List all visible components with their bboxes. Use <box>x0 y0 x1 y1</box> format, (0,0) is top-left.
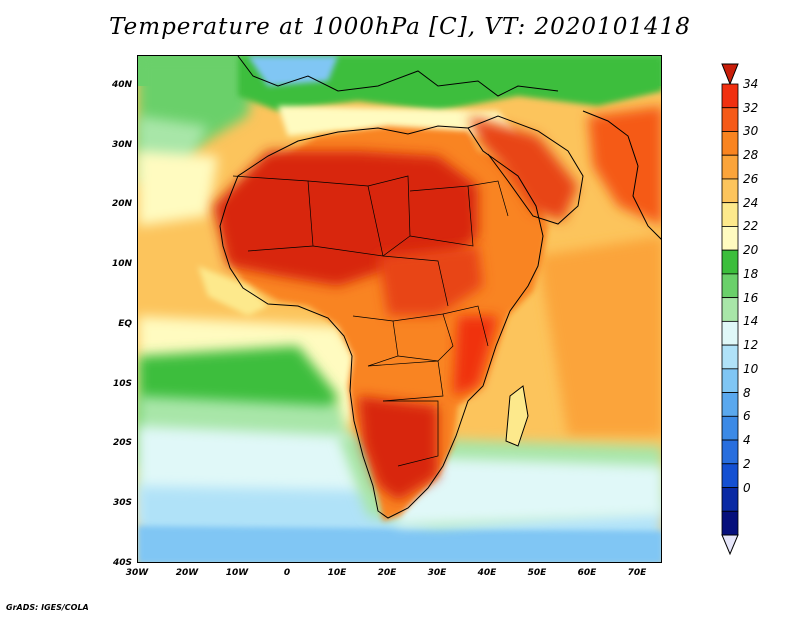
indian-ocean-warm <box>538 236 661 436</box>
lat-tick-label: 10S <box>112 378 132 389</box>
colorbar-box <box>721 178 739 204</box>
colorbar-top-triangle <box>721 63 739 86</box>
colorbar-box <box>721 249 739 275</box>
colorbar-box <box>721 273 739 299</box>
lat-tick-label: 40S <box>112 558 132 568</box>
sahara-hot <box>213 151 478 286</box>
colorbar-label: 20 <box>743 243 759 258</box>
colorbar-box <box>721 415 739 441</box>
colorbar-label: 4 <box>743 433 751 448</box>
lon-tick-label: 50E <box>527 568 547 578</box>
colorbar-boxes <box>721 83 739 536</box>
lon-tick-label: 10W <box>225 568 249 578</box>
colorbar-label: 0 <box>743 480 751 495</box>
lat-tick-label: 20N <box>111 199 132 210</box>
colorbar-box <box>721 107 739 132</box>
lon-tick-label: 60E <box>577 568 597 578</box>
colorbar-label: 12 <box>743 338 759 353</box>
west-coast-mild <box>198 266 268 316</box>
colorbar-label: 14 <box>743 314 759 329</box>
colorbar-label: 30 <box>743 124 759 139</box>
east-africa-hot <box>453 316 498 396</box>
colorbar-label: 26 <box>743 171 759 186</box>
colorbar-box <box>721 131 739 156</box>
map-canvas <box>138 56 661 562</box>
lon-tick-label: 70E <box>627 568 647 578</box>
atlantic-pale-band <box>138 151 218 226</box>
lat-tick-label: EQ <box>118 318 132 329</box>
colorbar-label: 6 <box>743 409 751 424</box>
chart-title: Temperature at 1000hPa [C], VT: 20201014… <box>109 14 691 40</box>
arabia-hot <box>468 116 578 221</box>
lon-tick-label: 40E <box>477 568 497 578</box>
lat-tick-label: 30S <box>112 498 132 509</box>
europe-green <box>238 56 661 111</box>
colorbar-box <box>721 344 739 370</box>
lat-tick-label: 30N <box>111 139 132 150</box>
colorbar-box <box>721 487 739 512</box>
lon-tick-label: 30E <box>427 568 447 578</box>
colorbar-box <box>721 320 739 346</box>
colorbar-label: 18 <box>743 266 759 281</box>
lon-tick-label: 0 <box>283 568 291 578</box>
south-indian-cyan <box>378 456 661 526</box>
colorbar-box <box>721 510 739 536</box>
colorbar-bottom-triangle <box>721 534 739 556</box>
credit-text: GrADS: IGES/COLA <box>6 603 89 612</box>
colorbar-label: 16 <box>743 290 759 305</box>
lon-tick-label: 20W <box>175 568 199 578</box>
colorbar-box <box>721 226 739 251</box>
colorbar-label: 22 <box>743 219 759 234</box>
colorbar-box <box>721 368 739 393</box>
colorbar-label: 10 <box>743 361 759 376</box>
lon-tick-label: 20E <box>377 568 397 578</box>
colorbar-box <box>721 392 739 417</box>
colorbar-box <box>721 297 739 322</box>
colorbar-box <box>721 83 739 109</box>
colorbar-box <box>721 463 739 488</box>
lat-tick-label: 20S <box>112 438 132 449</box>
north-africa-coast <box>278 106 518 136</box>
southern-ocean-deep <box>138 526 661 562</box>
colorbar-label: 24 <box>743 195 759 210</box>
iberia-cool <box>248 56 338 86</box>
colorbar-label: 28 <box>743 148 759 163</box>
colorbar-box <box>721 439 739 465</box>
lat-tick-label: 10N <box>111 259 132 270</box>
temperature-map <box>137 55 662 563</box>
sahel-hot <box>378 246 483 316</box>
lon-tick-label: 30W <box>125 568 149 578</box>
lon-tick-label: 10E <box>327 568 347 578</box>
coastlines <box>219 56 661 519</box>
lat-tick-label: 40N <box>111 79 132 90</box>
colorbar-box <box>721 202 739 227</box>
colorbar-box <box>721 154 739 180</box>
colorbar-label: 32 <box>743 100 759 115</box>
south-asia-warm <box>588 106 661 226</box>
southern-africa-hot <box>358 396 438 501</box>
country-borders <box>232 175 509 467</box>
colorbar-label: 34 <box>743 77 759 91</box>
colorbar-label: 8 <box>743 385 751 400</box>
colorbar-label: 2 <box>743 456 751 471</box>
